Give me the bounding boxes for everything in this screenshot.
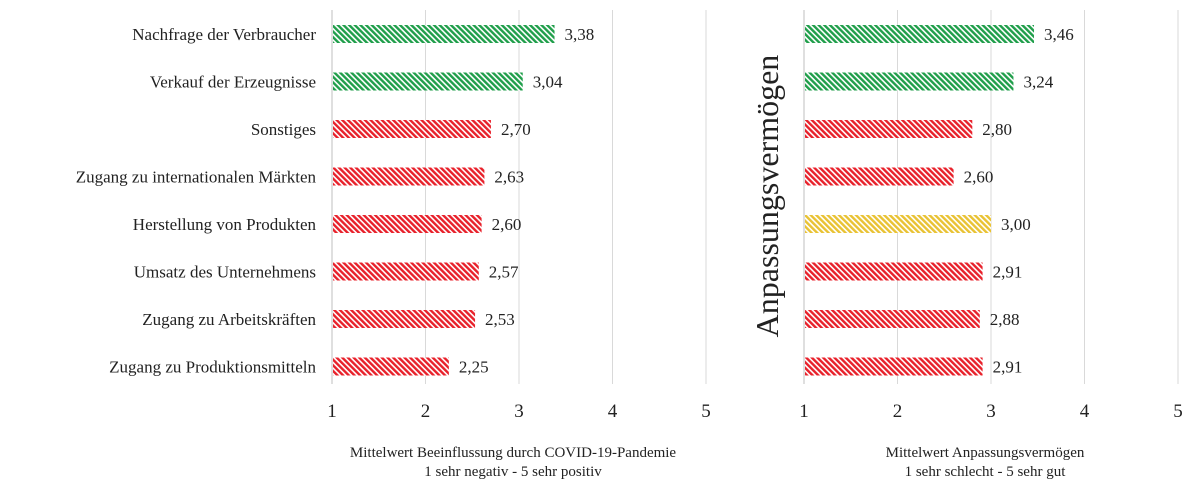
category-label: Sonstiges xyxy=(251,120,316,139)
category-label: Nachfrage der Verbraucher xyxy=(132,25,316,44)
category-label: Zugang zu Arbeitskräften xyxy=(142,310,316,329)
x-tick-label: 3 xyxy=(514,401,524,422)
panel-adaptability: 1 2 3 4 5 3,46 3,24 2,80 2,60 3,00 2,91 2,88 2,91 Mit… xyxy=(749,10,1183,480)
bar xyxy=(333,262,479,281)
panel-covid-impact: 1 2 3 4 5 3,38 Nachfrage der Verbraucher 3,04 Ve… xyxy=(76,10,711,480)
bar xyxy=(333,357,449,376)
x-tick-label: 5 xyxy=(1173,401,1183,422)
data-label: 2,91 xyxy=(993,358,1023,377)
data-label: 3,04 xyxy=(533,73,563,92)
x-axis-title: Mittelwert Beeinflussung durch COVID-19-… xyxy=(350,445,677,461)
data-label: 2,88 xyxy=(990,310,1020,329)
data-label: 2,63 xyxy=(494,168,524,187)
bar xyxy=(333,120,491,138)
bar xyxy=(805,25,1035,43)
x-tick-label: 4 xyxy=(608,401,618,422)
bar xyxy=(805,357,983,376)
data-label: 2,60 xyxy=(964,168,994,187)
category-label: Herstellung von Produkten xyxy=(133,215,317,234)
x-tick-label: 1 xyxy=(327,401,337,422)
x-tick-label: 2 xyxy=(893,401,903,422)
bar xyxy=(333,215,482,233)
bar xyxy=(805,262,983,281)
bar xyxy=(805,215,991,233)
x-tick-label: 5 xyxy=(701,401,711,422)
category-label: Zugang zu Produktionsmitteln xyxy=(109,358,316,377)
bar xyxy=(333,72,523,91)
bar xyxy=(333,310,476,328)
bar xyxy=(805,72,1014,91)
data-label: 3,24 xyxy=(1023,73,1053,92)
x-tick-label: 4 xyxy=(1080,401,1090,422)
data-label: 3,00 xyxy=(1001,215,1031,234)
x-tick-label: 2 xyxy=(421,401,431,422)
x-tick-label: 3 xyxy=(986,401,996,422)
bar xyxy=(333,25,555,43)
x-axis-subtitle: 1 sehr schlecht - 5 sehr gut xyxy=(905,464,1067,480)
category-label: Verkauf der Erzeugnisse xyxy=(150,73,316,92)
data-label: 2,91 xyxy=(993,263,1023,282)
x-tick-label: 1 xyxy=(799,401,809,422)
data-label: 3,38 xyxy=(565,25,595,44)
data-label: 2,57 xyxy=(489,263,519,282)
data-label: 2,80 xyxy=(982,120,1012,139)
data-label: 3,46 xyxy=(1044,25,1074,44)
data-label: 2,60 xyxy=(492,215,522,234)
category-label: Umsatz des Unternehmens xyxy=(134,263,316,282)
data-label: 2,25 xyxy=(459,358,489,377)
bar xyxy=(805,167,954,186)
bar xyxy=(805,120,973,138)
x-axis-title: Mittelwert Anpassungsvermögen xyxy=(886,445,1085,461)
category-label: Zugang zu internationalen Märkten xyxy=(76,168,317,187)
x-axis-subtitle: 1 sehr negativ - 5 sehr positiv xyxy=(424,464,602,480)
data-label: 2,70 xyxy=(501,120,531,139)
data-label: 2,53 xyxy=(485,310,515,329)
bar xyxy=(333,167,485,186)
bar xyxy=(805,310,980,328)
side-axis-label: Anpassungsvermögen xyxy=(749,55,785,338)
